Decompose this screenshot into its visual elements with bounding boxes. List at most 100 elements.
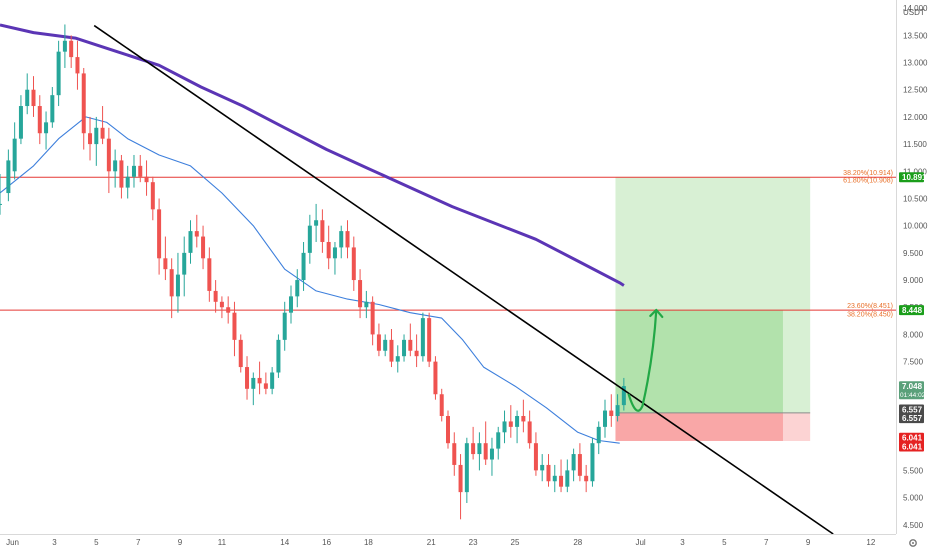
candle-body xyxy=(565,470,570,487)
candle xyxy=(345,220,350,259)
candle xyxy=(219,296,224,319)
candle-body xyxy=(427,318,432,362)
candle xyxy=(44,111,49,150)
candle-body xyxy=(169,269,174,297)
candle xyxy=(201,225,206,270)
price-tick-label: 13.000 xyxy=(903,59,928,68)
price-tick-label: 13.500 xyxy=(903,31,928,40)
trendline[interactable] xyxy=(93,24,834,535)
candle xyxy=(439,388,444,422)
candle xyxy=(358,269,363,319)
candle xyxy=(477,432,482,471)
candle-body xyxy=(276,339,281,373)
candle-body xyxy=(125,176,130,188)
candle-body xyxy=(18,106,23,139)
candle xyxy=(508,405,513,438)
date-tick-label: 7 xyxy=(764,538,769,547)
candle-body xyxy=(609,410,614,416)
candle-body xyxy=(615,405,620,416)
candle-body xyxy=(263,383,268,389)
candle xyxy=(182,236,187,297)
plot-area[interactable]: 38.20%(10.914)61.80%(10.908) 23.60%(8.451… xyxy=(0,23,896,535)
candle xyxy=(18,95,23,145)
candle xyxy=(621,377,626,411)
currency-label: USDT xyxy=(903,8,925,17)
time-axis[interactable]: Jun 3 5 7 9 11 14 16 18 21 23 25 28 Jul 3 5 7 9 12 xyxy=(0,534,896,548)
candle xyxy=(577,443,582,482)
candle xyxy=(56,40,61,107)
date-tick-label: 7 xyxy=(136,538,141,547)
candle-body xyxy=(621,386,626,406)
candle xyxy=(37,95,42,145)
candle xyxy=(339,225,344,259)
candle-body xyxy=(314,220,319,226)
price-tag-box xyxy=(899,432,924,443)
candle-body xyxy=(295,280,300,297)
price-tag-label: 6.041 xyxy=(902,434,923,443)
candle-body xyxy=(238,339,243,368)
date-tick-label: 9 xyxy=(178,538,183,547)
price-tag-label: 10.891 xyxy=(902,173,927,182)
date-tick-label: 11 xyxy=(218,538,227,547)
candles xyxy=(0,24,626,520)
price-tag: 8.448 xyxy=(899,305,924,316)
date-tick-label: 18 xyxy=(364,538,373,547)
candle-body xyxy=(420,318,425,357)
price-tick-label: 7.500 xyxy=(903,358,924,367)
date-ticks: Jun 3 5 7 9 11 14 16 18 21 23 25 28 Jul 3 5 7 9 12 xyxy=(6,538,876,547)
price-tag-label: 6.041 xyxy=(902,442,923,451)
candle-body xyxy=(446,415,450,444)
candle xyxy=(515,410,520,444)
candle xyxy=(458,454,463,520)
fibonacci-labels: 38.20%(10.914)61.80%(10.908) 23.60%(8.451… xyxy=(843,170,893,318)
candle-body xyxy=(288,296,293,313)
price-tick-label: 14.000 xyxy=(903,4,928,13)
candle xyxy=(295,269,300,308)
candle-body xyxy=(533,443,538,471)
candle-body xyxy=(270,372,275,389)
candle xyxy=(307,214,312,264)
candle-body xyxy=(540,464,545,471)
candle-body xyxy=(471,443,476,455)
candle-body xyxy=(370,301,375,335)
candle-body xyxy=(25,89,30,107)
date-tick-label: 28 xyxy=(573,538,582,547)
candle-body xyxy=(326,241,331,259)
candle xyxy=(69,35,74,68)
candle xyxy=(270,367,275,395)
candle xyxy=(533,432,538,476)
price-tick-label: 11.000 xyxy=(903,167,927,176)
stop-zone-inner xyxy=(615,412,783,441)
candle xyxy=(207,247,212,302)
price-tick-label: 12.500 xyxy=(903,86,928,95)
candle xyxy=(565,459,570,493)
candle xyxy=(288,285,293,324)
candle xyxy=(452,432,457,476)
candle-body xyxy=(50,95,55,123)
settings-button[interactable] xyxy=(897,535,932,550)
candle-body xyxy=(219,301,224,308)
candle xyxy=(257,361,262,395)
candle xyxy=(571,448,576,482)
price-axis[interactable]: USDT 14.000 13.500 13.000 12.500 12.000 11.50… xyxy=(896,0,929,534)
candle xyxy=(88,116,93,161)
candle-body xyxy=(62,40,67,52)
candle-body xyxy=(282,312,287,340)
candle-body xyxy=(603,410,608,427)
projection-arrow-path xyxy=(627,309,658,412)
candle xyxy=(540,454,545,482)
fibonacci-label: 38.20%(8.450) xyxy=(847,311,893,318)
candle xyxy=(351,236,356,291)
candle xyxy=(559,459,564,493)
candle xyxy=(263,372,268,395)
candle xyxy=(376,323,381,357)
gear-icon[interactable] xyxy=(909,539,917,547)
candle-body xyxy=(100,127,105,139)
candle xyxy=(314,203,319,242)
candle-body xyxy=(483,443,488,460)
date-tick-label: 25 xyxy=(511,538,520,547)
candle-body xyxy=(257,377,262,384)
candle-body xyxy=(339,231,344,248)
price-tick-label: 12.000 xyxy=(903,113,928,122)
